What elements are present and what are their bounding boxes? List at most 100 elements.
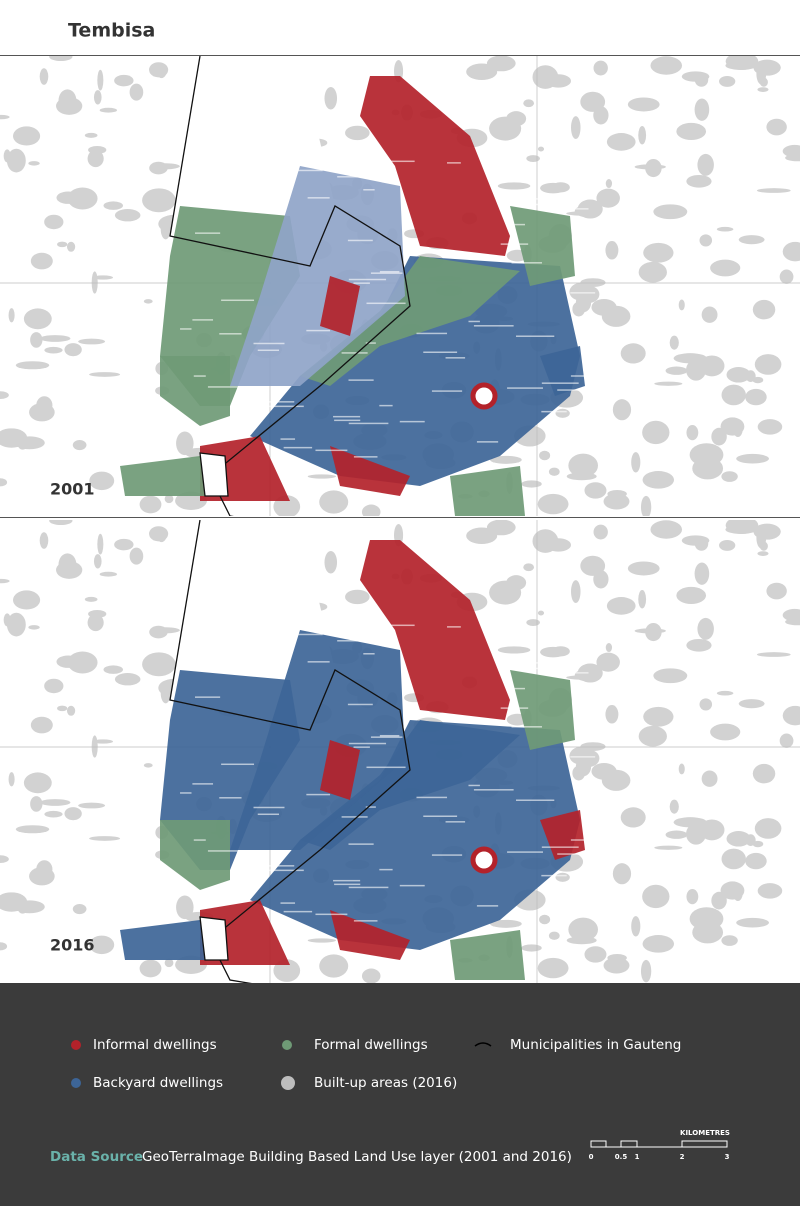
- built-up: [568, 917, 599, 942]
- street: [508, 203, 546, 206]
- street: [416, 796, 448, 799]
- built-up: [521, 480, 542, 488]
- street: [257, 813, 280, 816]
- built-up: [164, 958, 174, 968]
- built-up: [89, 836, 121, 841]
- source-label: Data Source: [50, 1149, 143, 1165]
- built-up: [537, 957, 569, 979]
- built-up: [0, 578, 10, 584]
- street: [379, 404, 393, 407]
- built-up: [689, 907, 724, 931]
- built-up: [361, 968, 381, 983]
- street: [500, 707, 529, 709]
- built-up: [720, 881, 745, 900]
- built-up: [15, 361, 50, 370]
- built-up: [606, 133, 636, 151]
- built-up: [782, 241, 800, 262]
- built-up: [537, 146, 545, 152]
- land-use: [250, 256, 580, 486]
- built-up: [176, 431, 194, 456]
- built-up: [56, 191, 80, 204]
- street: [431, 854, 463, 856]
- built-up: [555, 408, 570, 418]
- built-up: [686, 174, 712, 188]
- built-up: [711, 891, 727, 910]
- built-up: [603, 493, 630, 510]
- street: [207, 386, 244, 388]
- legend-label: Formal dwellings: [314, 1037, 428, 1053]
- street: [534, 662, 552, 664]
- built-up: [548, 467, 560, 476]
- built-up: [634, 628, 666, 634]
- street: [269, 405, 304, 408]
- built-up: [605, 240, 619, 260]
- built-up: [490, 455, 522, 464]
- street: [515, 799, 555, 801]
- built-up: [84, 132, 98, 138]
- built-up: [738, 235, 765, 245]
- built-up: [571, 116, 581, 140]
- land-use: [120, 920, 205, 960]
- street: [341, 352, 368, 354]
- built-up: [699, 698, 713, 711]
- street: [348, 886, 389, 889]
- built-up: [596, 652, 620, 672]
- built-up: [757, 551, 769, 557]
- built-up: [686, 888, 699, 905]
- street: [333, 879, 361, 882]
- built-up: [28, 625, 40, 630]
- built-up: [642, 884, 670, 909]
- built-up: [699, 355, 725, 377]
- built-up: [539, 914, 551, 925]
- built-up: [711, 427, 727, 446]
- built-up: [489, 116, 522, 141]
- street: [348, 742, 387, 745]
- scale-label: 1: [635, 1153, 640, 1161]
- built-up: [30, 332, 43, 348]
- built-up: [612, 399, 632, 421]
- land-use: [330, 910, 410, 960]
- built-up: [92, 275, 114, 280]
- street: [365, 806, 376, 808]
- built-up: [782, 144, 800, 158]
- built-up: [779, 269, 794, 284]
- built-up: [526, 619, 540, 626]
- year-label: 2016: [50, 936, 95, 955]
- built-up: [49, 520, 73, 526]
- built-up: [58, 89, 77, 113]
- built-up: [66, 705, 76, 716]
- built-up: [307, 938, 337, 943]
- legend-swatch: [71, 1040, 81, 1050]
- street: [269, 869, 304, 872]
- built-up: [36, 860, 53, 879]
- built-up: [523, 563, 535, 572]
- street: [348, 843, 374, 845]
- built-up: [78, 802, 106, 809]
- title: Tembisa: [68, 20, 155, 42]
- street: [370, 736, 403, 738]
- land-use: [230, 166, 405, 386]
- built-up: [89, 935, 115, 955]
- built-up: [745, 388, 767, 406]
- built-up: [103, 665, 123, 674]
- built-up: [606, 597, 636, 615]
- built-up: [8, 772, 15, 787]
- built-up: [361, 504, 381, 516]
- street: [221, 299, 255, 302]
- map-2001: [0, 56, 800, 516]
- street: [194, 696, 221, 698]
- built-up: [555, 872, 570, 882]
- street: [553, 430, 590, 433]
- built-up: [756, 527, 767, 549]
- built-up: [114, 673, 141, 686]
- built-up: [175, 491, 207, 510]
- street: [473, 789, 514, 791]
- built-up: [78, 338, 106, 345]
- built-up: [694, 98, 710, 121]
- built-up: [6, 148, 26, 173]
- street: [366, 766, 406, 769]
- built-up: [654, 845, 683, 850]
- built-up: [532, 529, 559, 553]
